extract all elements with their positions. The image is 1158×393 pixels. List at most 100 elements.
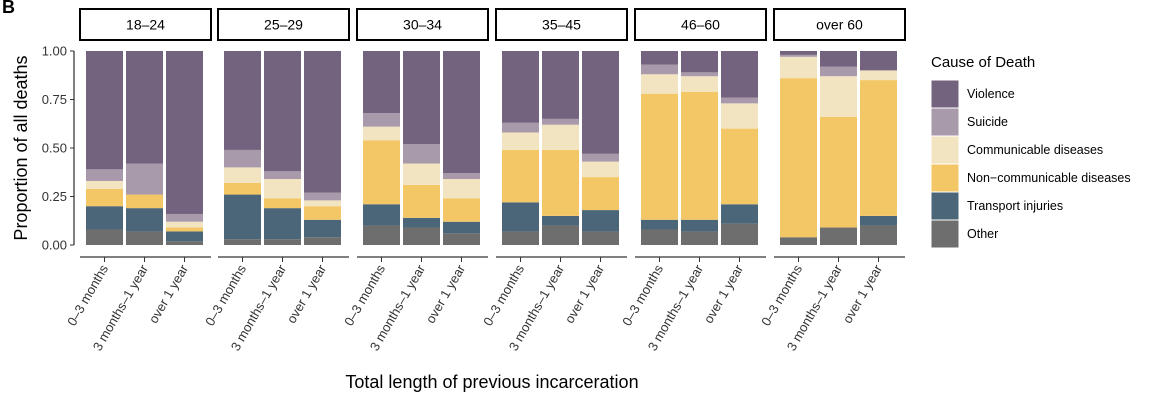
bar-segment [86,229,123,245]
legend: Cause of Death Violence Suicide Communicab… [930,54,1131,249]
legend-item-label: Suicide [967,115,1008,129]
facet-strip-label: 35–45 [542,17,581,33]
bar-segment [304,206,341,220]
bar-segment [721,103,758,129]
bar-segment [166,51,203,214]
bar-segment [860,70,897,81]
bar-segment [126,208,163,232]
bar-segment [681,51,718,73]
bar-segment [304,219,341,238]
bar-segment [363,140,400,205]
bar-segment [681,72,718,77]
bar-segment [780,54,817,57]
bar-segment [264,171,301,180]
bar-segment [443,179,480,199]
bar-segment [403,163,440,185]
x-tick-label: over 1 year [146,261,192,325]
bar-segment [860,215,897,226]
bar-segment [264,179,301,199]
bar-segment [443,233,480,245]
bar-segment [304,237,341,245]
bar-segment [443,198,480,222]
bar-segment [780,78,817,238]
bar-segment [721,223,758,245]
bar-segment [224,51,261,150]
bar-segment [820,51,857,67]
bar-segment [582,153,619,162]
bar-segment [681,219,718,232]
legend-item-label: Other [967,227,998,241]
bar-segment [820,116,857,228]
y-axis-label: Proportion of all deaths [11,55,31,240]
bar-segment [502,132,539,150]
x-tick-label: 0–3 months [480,262,527,329]
bar-segment [542,215,579,226]
bar-segment [403,227,440,245]
y-tick-label: 0.50 [42,141,67,156]
x-tick-label: 0–3 months [758,262,805,329]
bar-segment [542,118,579,125]
bar-segment [224,194,261,240]
y-tick-label: 0.25 [42,189,67,204]
bar-segment [443,173,480,180]
bar-segment [363,51,400,114]
bar-segment [443,51,480,174]
bar-segment [403,217,440,228]
bar-segment [86,51,123,170]
bar-segment [502,202,539,232]
bar-segment [363,113,400,127]
bar-segment [641,64,678,75]
bar-segment [264,208,301,240]
legend-swatch [930,107,960,137]
bar-segment [126,163,163,195]
bar-segment [166,227,203,232]
x-tick-label: 0–3 months [64,262,111,329]
bar-segment [542,124,579,150]
bar-segment [166,213,203,222]
bar-segment [582,177,619,211]
bar-segment [681,231,718,245]
bar-segment [721,97,758,104]
bar-segment [860,225,897,245]
y-tick-label: 0.75 [42,92,67,107]
bar-segment [264,239,301,245]
x-tick-label: over 1 year [840,261,886,325]
bar-segment [166,231,203,242]
legend-item-label: Communicable diseases [967,143,1103,157]
y-tick-label: 0.00 [42,238,67,253]
bar-segment [166,221,203,228]
bar-segment [403,184,440,218]
legend-item-label: Non−communicable diseases [967,171,1131,185]
bar-segment [86,188,123,207]
bar-segment [363,204,400,226]
bar-segment [582,51,619,154]
bar-segment [224,182,261,195]
bar-segment [780,56,817,79]
legend-item-label: Transport injuries [967,199,1063,213]
facet-strip-label: 25–29 [264,17,303,33]
bar-segment [502,231,539,245]
x-tick-label: over 1 year [562,261,608,325]
legend-swatch [930,219,960,249]
bar-segment [780,51,817,55]
x-tick-label: 0–3 months [619,262,666,329]
bar-segment [681,91,718,220]
bar-segment [443,221,480,234]
bar-segment [363,225,400,245]
bar-segment [502,51,539,123]
bar-segment [502,122,539,133]
facet-strip-label: 18–24 [126,17,165,33]
x-tick-label: 0–3 months [202,262,249,329]
legend-swatch [930,79,960,109]
bar-segment [224,239,261,245]
facet-strip [773,8,906,41]
bar-segment [542,225,579,245]
bar-segment [86,180,123,189]
bar-segment [224,167,261,183]
